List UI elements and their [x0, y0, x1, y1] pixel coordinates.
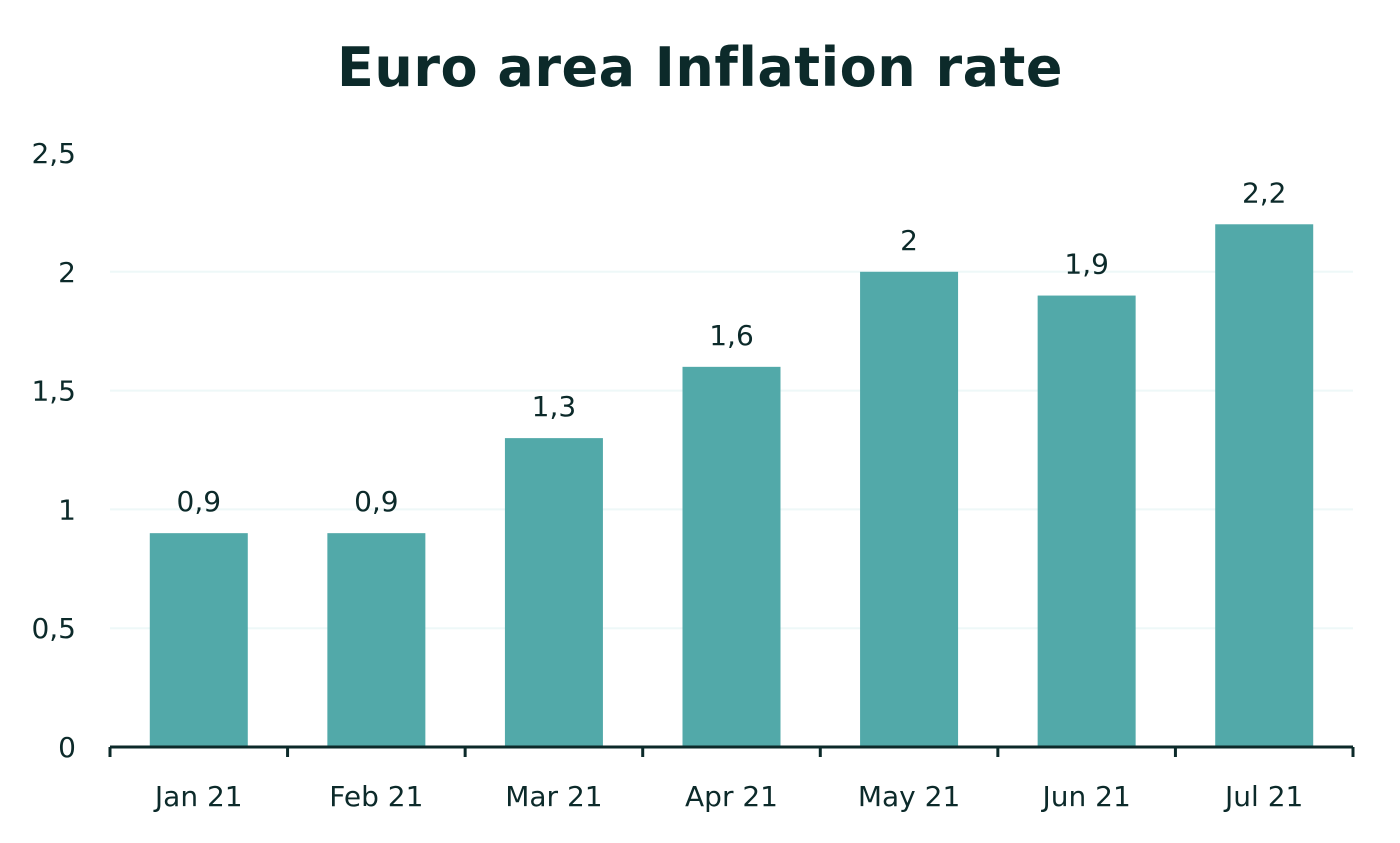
bar	[1037, 295, 1136, 747]
x-tick-label: Jun 21	[1041, 780, 1131, 813]
bar	[327, 533, 426, 747]
y-tick-label: 0	[58, 731, 76, 764]
y-tick-label: 1,5	[31, 375, 76, 408]
data-label: 1,6	[709, 319, 754, 352]
data-label: 2,2	[1242, 176, 1287, 209]
y-tick-label: 2,5	[31, 137, 76, 170]
data-labels: 0,9 0,9 1,3 1,6 2 1,9 2,2	[177, 176, 1287, 518]
chart-title: Euro area Inflation rate	[337, 36, 1063, 99]
bar	[860, 271, 959, 747]
y-tick-label: 0,5	[31, 612, 76, 645]
x-tick-label: Jul 21	[1223, 780, 1303, 813]
bar	[1215, 224, 1314, 747]
x-axis	[108, 745, 1355, 757]
bar	[682, 366, 781, 747]
y-tick-label: 2	[58, 256, 76, 289]
x-tick-label: May 21	[858, 780, 960, 813]
data-label: 0,9	[177, 485, 222, 518]
x-tick-label: Mar 21	[505, 780, 602, 813]
x-axis-tick-labels: Jan 21 Feb 21 Mar 21 Apr 21 May 21 Jun 21 Jul …	[153, 780, 1303, 813]
bars	[149, 224, 1314, 747]
data-label: 2	[900, 224, 918, 257]
data-label: 0,9	[354, 485, 399, 518]
data-label: 1,9	[1064, 248, 1109, 281]
bar	[149, 533, 248, 747]
x-tick-label: Apr 21	[685, 780, 778, 813]
data-label: 1,3	[532, 390, 577, 423]
x-tick-label: Jan 21	[153, 780, 243, 813]
y-tick-label: 1	[58, 493, 76, 526]
x-tick-label: Feb 21	[329, 780, 423, 813]
y-axis-tick-labels: 0 0,5 1 1,5 2 2,5	[31, 137, 76, 764]
bar	[504, 438, 603, 747]
